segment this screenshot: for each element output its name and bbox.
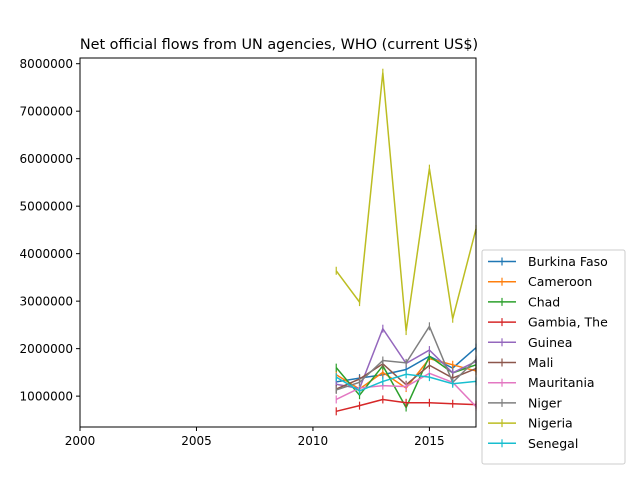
- plot-lines: [335, 68, 477, 416]
- x-tick-label: 2015: [414, 434, 445, 448]
- y-tick-label: 5000000: [20, 200, 73, 214]
- legend-label: Nigeria: [528, 416, 573, 431]
- legend-item: Niger: [488, 395, 562, 410]
- x-tick-label: 2005: [181, 434, 212, 448]
- legend-label: Mauritania: [528, 375, 595, 390]
- legend-label: Guinea: [528, 335, 572, 350]
- legend: Burkina Faso Cameroon Chad Gambia, The Guine…: [481, 249, 626, 465]
- legend-label: Mali: [528, 355, 553, 370]
- legend-item: Cameroon: [488, 274, 592, 289]
- legend-label: Senegal: [528, 436, 578, 451]
- series-nigeria: [335, 68, 477, 336]
- legend-label: Gambia, The: [528, 315, 608, 330]
- legend-label: Chad: [528, 294, 560, 309]
- y-tick-label: 2000000: [20, 342, 73, 356]
- legend-item: Nigeria: [488, 416, 573, 431]
- y-tick-label: 7000000: [20, 105, 73, 119]
- series-gambia-the: [335, 395, 477, 416]
- legend-item: Mali: [488, 355, 553, 370]
- y-axis: 1000000 2000000 3000000 4000000 5000000 60000…: [20, 57, 80, 404]
- legend-item: Chad: [488, 294, 560, 309]
- plot-frame: [79, 57, 477, 428]
- y-tick-label: 1000000: [20, 390, 73, 404]
- x-axis: 2000 2005 2010 2015: [65, 427, 445, 448]
- y-tick-label: 4000000: [20, 247, 73, 261]
- legend-label: Burkina Faso: [528, 254, 608, 269]
- legend-item: Mauritania: [488, 375, 595, 390]
- legend-label: Niger: [528, 395, 562, 410]
- series-senegal: [335, 370, 477, 395]
- legend-box: [481, 249, 626, 465]
- legend-item: Burkina Faso: [488, 254, 608, 269]
- y-tick-label: 8000000: [20, 57, 73, 71]
- x-tick-label: 2010: [298, 434, 329, 448]
- y-tick-label: 3000000: [20, 295, 73, 309]
- x-tick-label: 2000: [65, 434, 96, 448]
- legend-label: Cameroon: [528, 274, 592, 289]
- y-tick-label: 6000000: [20, 152, 73, 166]
- series-line: [335, 72, 477, 332]
- chart-title: Net official flows from UN agencies, WHO…: [80, 37, 478, 53]
- legend-item: Guinea: [488, 335, 572, 350]
- legend-item: Gambia, The: [488, 315, 608, 330]
- legend-item: Senegal: [488, 436, 578, 451]
